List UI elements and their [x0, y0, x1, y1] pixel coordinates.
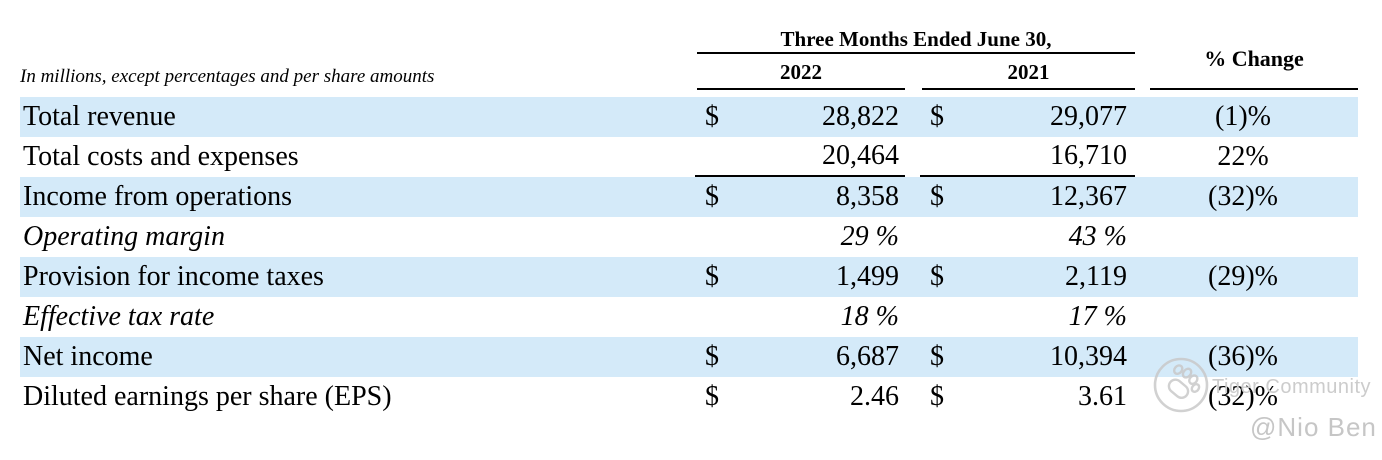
pct-change-value: (32)%: [1208, 381, 1278, 412]
value-2021: 43 %: [1068, 221, 1127, 252]
value-2022: 18 %: [840, 301, 899, 332]
dollar-sign: $: [930, 261, 944, 292]
value-2021: 12,367: [1050, 181, 1127, 212]
value-2022-cell: $ 2.46: [695, 377, 905, 417]
value-2022: 2.46: [850, 381, 899, 412]
table-caption: In millions, except percentages and per …: [20, 66, 435, 87]
row-label: Total costs and expenses: [23, 141, 299, 172]
dollar-sign: $: [930, 101, 944, 132]
value-2021-cell: $ 12,367: [920, 177, 1135, 217]
column-gap: [905, 177, 920, 217]
dollar-sign: $: [705, 101, 719, 132]
dollar-sign: $: [930, 181, 944, 212]
dollar-sign: $: [705, 381, 719, 412]
value-2022-cell: $ 28,822: [695, 97, 905, 137]
value-2021: 17 %: [1068, 301, 1127, 332]
column-header-2021: 2021: [922, 57, 1135, 90]
value-2022: 29 %: [840, 221, 899, 252]
value-2022-cell: $ 8,358: [695, 177, 905, 217]
table-row: Total revenue $ 28,822 $ 29,077 (1)%: [20, 97, 1358, 137]
pct-change-value: (36)%: [1208, 341, 1278, 372]
row-label: Income from operations: [23, 181, 293, 212]
row-label: Total revenue: [23, 101, 176, 132]
column-gap: [1135, 377, 1150, 417]
pct-change-value: [1150, 297, 1358, 337]
dollar-sign: $: [705, 341, 719, 372]
value-2022: 6,687: [836, 341, 899, 372]
table-row: Provision for income taxes $ 1,499 $ 2,1…: [20, 257, 1358, 297]
table-row: Operating margin 29 % 43 %: [20, 217, 1358, 257]
column-gap: [1135, 257, 1150, 297]
column-gap: [905, 297, 920, 337]
pct-change-value: (1)%: [1215, 101, 1271, 132]
pct-change-value: 22%: [1217, 141, 1269, 172]
dollar-sign: $: [930, 381, 944, 412]
pct-change-value: (29)%: [1208, 261, 1278, 292]
column-gap: [905, 97, 920, 137]
value-2022: 8,358: [836, 181, 899, 212]
row-label: Effective tax rate: [23, 301, 215, 332]
value-2022: 1,499: [836, 261, 899, 292]
row-label: Diluted earnings per share (EPS): [23, 381, 392, 412]
column-gap: [905, 257, 920, 297]
value-2021: 10,394: [1050, 341, 1127, 372]
column-gap: [905, 217, 920, 257]
dollar-sign: $: [705, 261, 719, 292]
value-2021-cell: $ 10,394: [920, 337, 1135, 377]
value-2022: 20,464: [822, 140, 899, 171]
value-2021: 3.61: [1078, 381, 1127, 412]
column-gap: [905, 337, 920, 377]
column-header-2022: 2022: [697, 57, 905, 90]
value-2022: 28,822: [822, 101, 899, 132]
dollar-sign: $: [705, 181, 719, 212]
row-label: Operating margin: [23, 221, 225, 252]
value-2021-cell: 17 %: [920, 297, 1135, 337]
value-2022-cell: $ 1,499: [695, 257, 905, 297]
value-2021: 2,119: [1065, 261, 1127, 292]
column-gap: [1135, 217, 1150, 257]
value-2021: 16,710: [1050, 140, 1127, 171]
column-gap: [1135, 177, 1150, 217]
value-2021-cell: $ 2,119: [920, 257, 1135, 297]
column-header-pct-change: % Change: [1150, 30, 1358, 90]
dollar-sign: $: [930, 341, 944, 372]
value-2021: 29,077: [1050, 101, 1127, 132]
value-2021-cell: $ 3.61: [920, 377, 1135, 417]
value-2021-cell: $ 29,077: [920, 97, 1135, 137]
column-gap: [905, 137, 920, 177]
value-2022-cell: 29 %: [695, 217, 905, 257]
column-gap: [1135, 297, 1150, 337]
table-row: Income from operations $ 8,358 $ 12,367 …: [20, 177, 1358, 217]
column-gap: [1135, 337, 1150, 377]
value-2022-cell: $ 6,687: [695, 337, 905, 377]
value-2022-cell: 18 %: [695, 297, 905, 337]
column-gap: [1135, 97, 1150, 137]
table-row: Total costs and expenses 20,464 16,710 2…: [20, 137, 1358, 177]
value-2021-cell: 43 %: [920, 217, 1135, 257]
period-header: Three Months Ended June 30,: [697, 26, 1135, 54]
column-gap: [905, 377, 920, 417]
row-label: Provision for income taxes: [23, 261, 324, 292]
table-row: Effective tax rate 18 % 17 %: [20, 297, 1358, 337]
column-gap: [1135, 137, 1150, 177]
value-2022-cell: 20,464: [695, 137, 905, 177]
pct-change-value: (32)%: [1208, 181, 1278, 212]
table-row: Net income $ 6,687 $ 10,394 (36)%: [20, 337, 1358, 377]
pct-change-value: [1150, 217, 1358, 257]
table-row: Diluted earnings per share (EPS) $ 2.46 …: [20, 377, 1358, 417]
value-2021-cell: 16,710: [920, 137, 1135, 177]
row-label: Net income: [23, 341, 153, 372]
